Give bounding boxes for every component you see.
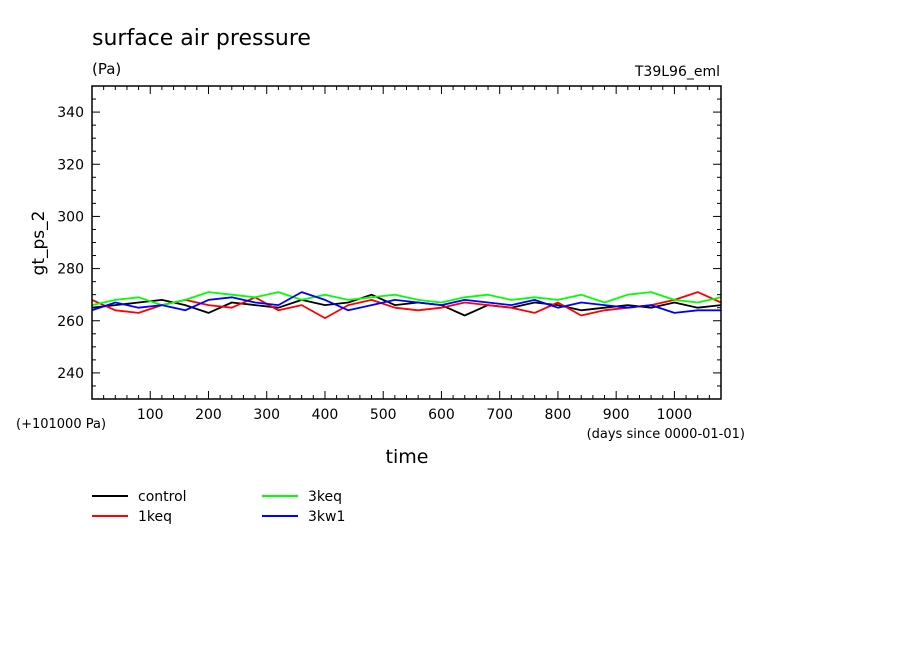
x-tick-label: 900 [603,407,630,423]
legend-label-3kw1: 3kw1 [308,509,345,525]
y-tick-label: 320 [57,157,84,173]
x-tick-label: 500 [370,407,397,423]
x-tick-label: 700 [486,407,513,423]
x-tick-label: 1000 [657,407,693,423]
series-line-3kw1 [91,291,721,314]
chart-title: surface air pressure [92,26,311,51]
legend: control 1keq 3keq 3kw1 [92,489,345,525]
experiment-label: T39L96_eml [634,64,720,80]
legend-label-1keq: 1keq [138,509,172,525]
y-tick-label: 300 [57,209,84,225]
y-tick-label: 340 [57,105,84,121]
x-tick-label: 100 [137,407,164,423]
y-axis-label: gt_ps_2 [29,211,49,276]
chart-units: (Pa) [92,60,121,78]
y-tick-label: 280 [57,262,84,278]
y-offset-note: (+101000 Pa) [16,417,106,432]
y-tick-label: 240 [57,366,84,382]
x-tick-label: 200 [195,407,222,423]
series-line-3keq [91,291,722,307]
x-tick-label: 300 [253,407,280,423]
x-tick-label: 600 [428,407,455,423]
plot-frame [91,85,722,400]
plot-area [91,291,722,320]
y-tick-label: 260 [57,314,84,330]
x-axis-label: time [386,446,429,468]
series-line-1keq [91,291,722,320]
x-units-note: (days since 0000-01-01) [587,427,745,442]
legend-label-control: control [138,489,187,505]
x-tick-label: 400 [312,407,339,423]
legend-label-3keq: 3keq [308,489,342,505]
x-tick-label: 800 [545,407,572,423]
